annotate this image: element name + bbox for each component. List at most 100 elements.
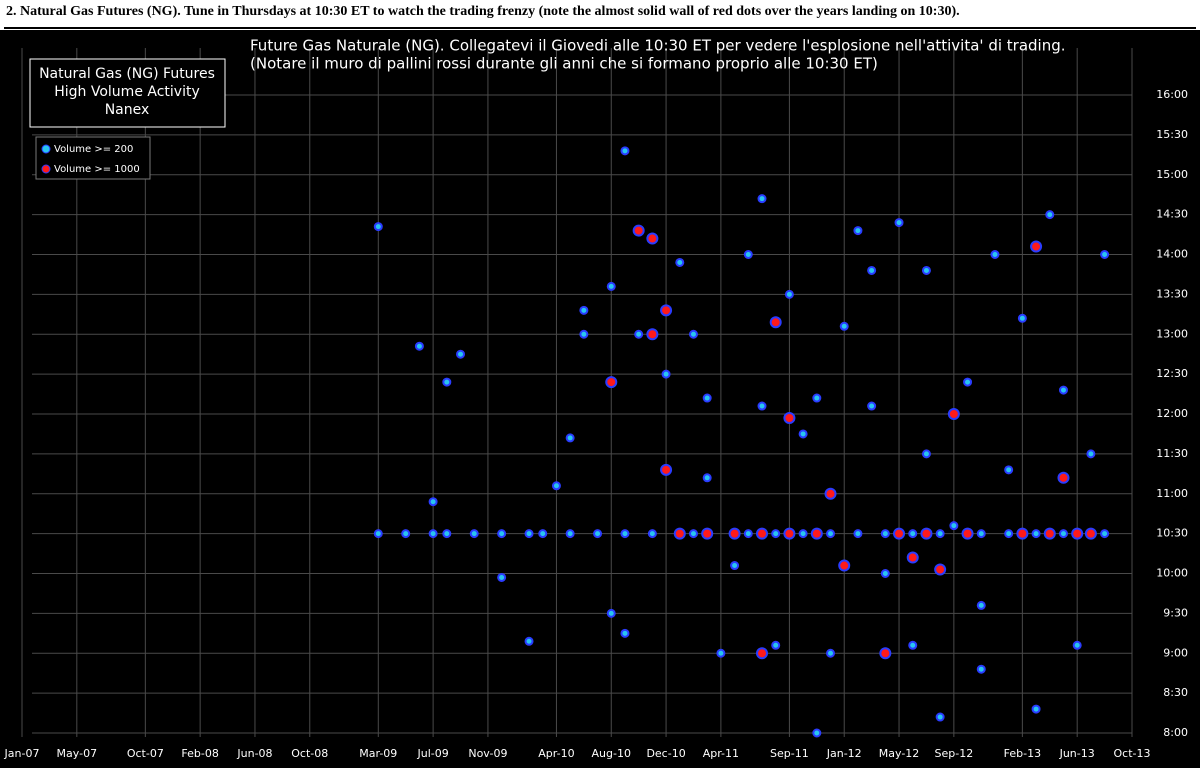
point [798, 429, 808, 439]
point [908, 640, 918, 650]
point [1017, 313, 1027, 323]
point [673, 527, 686, 540]
point [867, 401, 877, 411]
y-tick-label: 8:00 [1163, 726, 1188, 739]
point [771, 529, 781, 539]
point [783, 411, 796, 424]
point [853, 529, 863, 539]
point [757, 194, 767, 204]
point [908, 529, 918, 539]
point [853, 226, 863, 236]
x-tick-label: Oct-13 [1114, 747, 1151, 760]
header-bg [0, 0, 1200, 30]
point [963, 377, 973, 387]
point [442, 377, 452, 387]
y-tick-label: 8:30 [1163, 686, 1188, 699]
point [784, 289, 794, 299]
point [1084, 527, 1097, 540]
point [442, 529, 452, 539]
point [1072, 640, 1082, 650]
point [920, 527, 933, 540]
point [935, 529, 945, 539]
x-tick-label: Aug-10 [592, 747, 631, 760]
x-tick-label: May-12 [879, 747, 920, 760]
page-title: 2. Natural Gas Futures (NG). Tune in Thu… [6, 4, 960, 19]
point [880, 569, 890, 578]
legend-marker [41, 144, 51, 154]
plot-area: 8:00 8:30 9:00 9:30 10:00 10:30 11:00 11:30 12:0… [4, 48, 1188, 760]
point [1100, 250, 1110, 259]
y-tick-label: 13:30 [1156, 287, 1188, 300]
x-tick-label: Jan-12 [826, 747, 862, 760]
point [879, 647, 892, 660]
x-tick-label: Apr-11 [703, 747, 739, 760]
point [1031, 529, 1041, 539]
point [1071, 527, 1084, 540]
point [812, 393, 822, 403]
point [1031, 704, 1041, 714]
point [783, 527, 796, 540]
point [798, 529, 808, 539]
y-tick-label: 11:30 [1156, 447, 1188, 460]
point [906, 551, 919, 564]
y-tick-label: 9:30 [1163, 606, 1188, 619]
legend-box [35, 136, 151, 180]
point [428, 529, 438, 539]
point [743, 529, 753, 539]
point [838, 559, 851, 572]
point [579, 329, 589, 339]
point [812, 728, 822, 738]
point [606, 608, 616, 618]
point [497, 529, 507, 539]
point [839, 321, 849, 331]
point [934, 563, 947, 576]
point [661, 369, 671, 379]
legend-label: Volume >= 1000 [54, 164, 140, 175]
point [976, 529, 986, 539]
point [1086, 449, 1096, 459]
point [497, 572, 507, 582]
point [647, 529, 657, 539]
point [826, 648, 836, 658]
x-tick-label: Oct-07 [127, 747, 164, 760]
info-box [29, 58, 226, 128]
y-tick-label: 11:00 [1156, 487, 1188, 500]
point [1030, 240, 1043, 253]
point [565, 433, 575, 443]
point [1058, 385, 1068, 395]
point [867, 265, 877, 275]
point [646, 328, 659, 341]
point [620, 146, 630, 156]
info-text: Natural Gas (NG) Futures [39, 66, 215, 82]
point [538, 529, 548, 539]
x-tick-label: Feb-13 [1004, 747, 1041, 760]
point [826, 529, 836, 539]
point [702, 473, 712, 483]
point [634, 329, 644, 339]
point [688, 329, 698, 339]
point [810, 527, 823, 540]
point [1016, 527, 1029, 540]
point [1004, 529, 1014, 539]
point [606, 281, 616, 291]
point [880, 529, 890, 539]
x-tick-label: Apr-10 [538, 747, 574, 760]
legend-label: Volume >= 200 [54, 144, 133, 155]
point [893, 527, 906, 540]
point [373, 222, 383, 232]
point [605, 376, 618, 389]
point [1057, 471, 1070, 484]
point [1045, 210, 1055, 220]
y-tick-label: 12:00 [1156, 407, 1188, 420]
point [551, 481, 561, 491]
legend-marker [41, 164, 51, 174]
point [921, 449, 931, 459]
point [701, 527, 714, 540]
point [990, 250, 1000, 259]
point [414, 341, 424, 351]
annotation: Future Gas Naturale (NG). Collegatevi il… [250, 37, 1066, 55]
point [428, 497, 438, 507]
point [728, 527, 741, 540]
point [716, 648, 726, 658]
point [620, 628, 630, 638]
